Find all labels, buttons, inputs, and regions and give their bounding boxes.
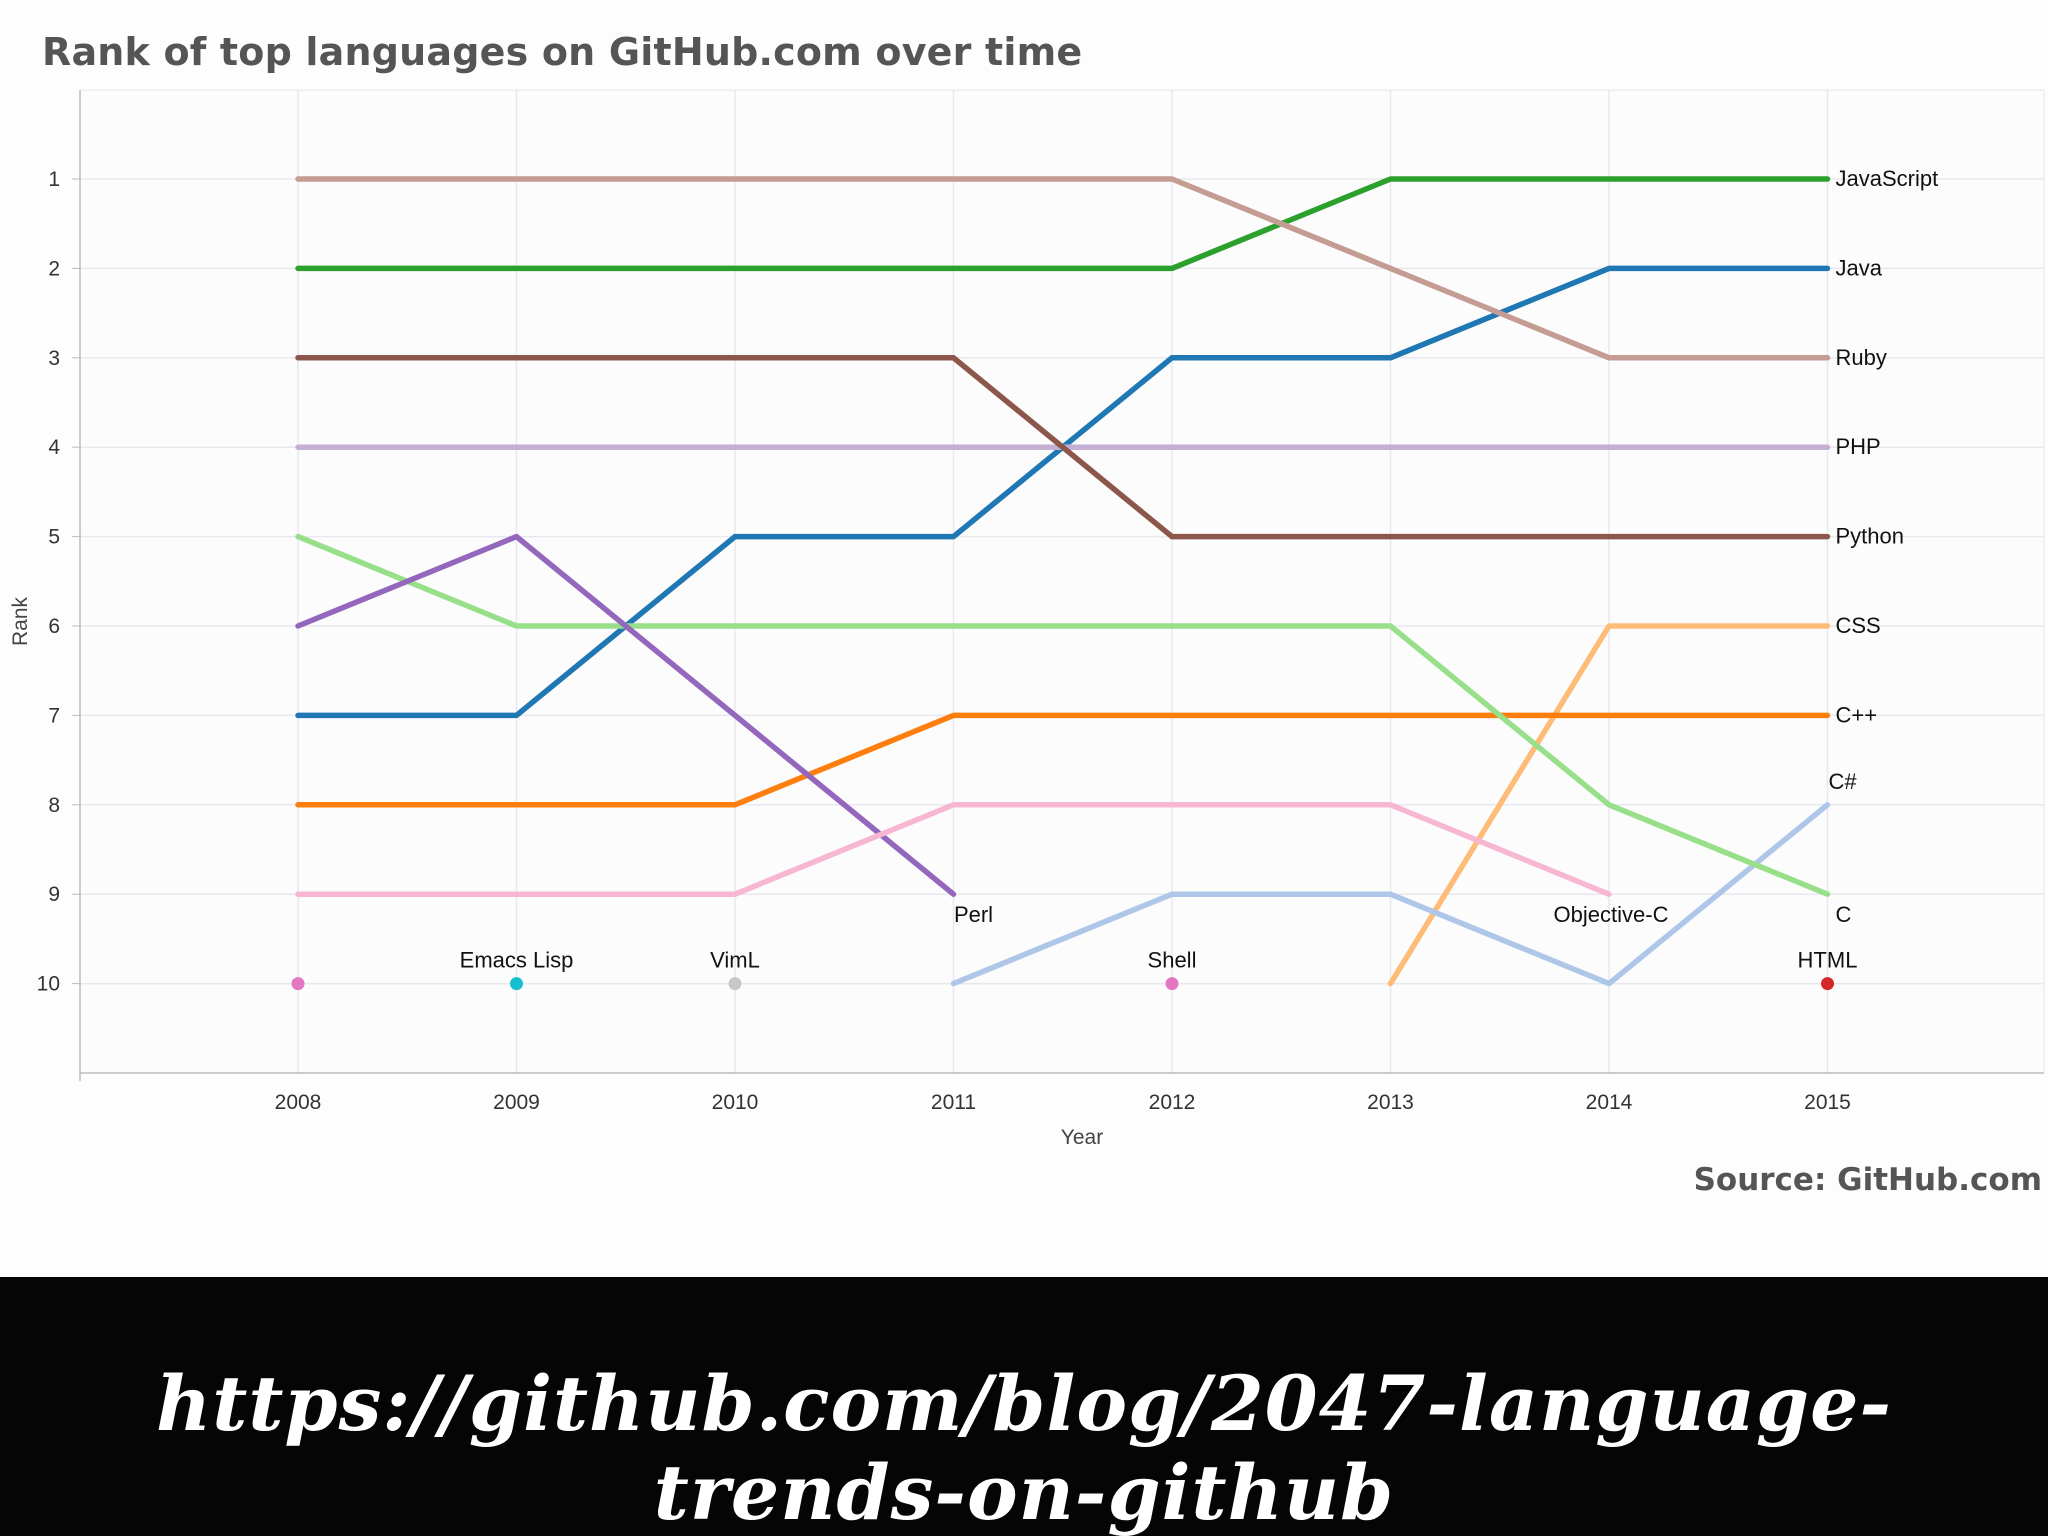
single-points	[291, 977, 1834, 991]
point-label-shell: Shell	[1148, 948, 1197, 973]
series-line-objective-c	[295, 802, 1612, 897]
y-tick-label: 8	[48, 794, 60, 817]
y-tick-label: 3	[48, 347, 60, 370]
series-line-javascript	[295, 176, 1831, 272]
series-label-java: Java	[1836, 255, 1883, 280]
point-label-emacs-lisp: Emacs Lisp	[460, 948, 574, 973]
series-line-perl	[295, 533, 957, 897]
point-viml	[728, 977, 742, 991]
axes: 1 2 3 4 5 6 7 8 9 10 2008 2009 2010 2011 2012 2013 2014 2…	[9, 90, 2044, 1149]
y-tick-label: 7	[48, 704, 60, 727]
grid	[79, 89, 2045, 1074]
series-label-css: CSS	[1836, 613, 1881, 638]
series-label-javascript: JavaScript	[1836, 166, 1939, 191]
series-line-c-	[950, 802, 1831, 987]
y-tick-label: 9	[48, 883, 60, 906]
series-label-php: PHP	[1836, 434, 1881, 459]
y-axis-title: Rank	[9, 596, 32, 646]
point-emacs-lisp	[510, 977, 523, 991]
chart-title: Rank of top languages on GitHub.com over…	[42, 30, 1083, 74]
line-chart: 1 2 3 4 5 6 7 8 9 10 2008 2009 2010 2011 2012 2013 2014 2…	[9, 89, 2045, 1149]
y-tick-label: 2	[48, 257, 60, 280]
series-label-c: C	[1836, 902, 1852, 927]
series-label-c-: C++	[1836, 702, 1878, 727]
point-shell	[1165, 977, 1179, 991]
series-line-c	[295, 533, 1831, 897]
x-tick-label: 2011	[931, 1091, 976, 1114]
x-tick-label: 2010	[712, 1091, 759, 1114]
point-html	[1821, 977, 1834, 991]
footer-url: https://github.com/blog/2047-language-tr…	[155, 1359, 1893, 1537]
series-line-css	[1387, 623, 1831, 987]
series-label-perl: Perl	[954, 902, 993, 927]
y-tick-label: 5	[48, 526, 60, 549]
chart-panel: Rank of top languages on GitHub.com over…	[9, 30, 2045, 1198]
point-label-html: HTML	[1798, 948, 1858, 973]
footer-banner: https://github.com/blog/2047-language-tr…	[0, 1277, 2048, 1537]
y-tick-label: 1	[48, 168, 60, 191]
x-tick-label: 2012	[1149, 1091, 1196, 1114]
series-line-python	[295, 355, 1831, 540]
series-line-c-	[295, 712, 1831, 808]
x-axis-title: Year	[1061, 1126, 1103, 1149]
source-note: Source: GitHub.com	[1693, 1162, 2042, 1198]
y-tick-label: 4	[48, 436, 60, 459]
series-label-c-: C#	[1828, 769, 1857, 794]
point-unlabeled	[291, 977, 305, 991]
y-tick-label: 6	[48, 615, 60, 638]
series-label-objective-c: Objective-C	[1554, 902, 1669, 927]
series-line-ruby	[295, 176, 1831, 361]
x-tick-label: 2014	[1586, 1091, 1633, 1114]
point-label-viml: VimL	[710, 948, 760, 973]
x-tick-label: 2009	[493, 1091, 540, 1114]
series-label-ruby: Ruby	[1836, 345, 1887, 370]
series-lines	[295, 176, 1831, 987]
plot-background	[79, 89, 2045, 1074]
series-labels: JavaScript Java Ruby PHP Python CSS C++ C# C Perl…	[460, 166, 1939, 973]
series-label-python: Python	[1836, 524, 1905, 549]
x-tick-label: 2015	[1804, 1091, 1851, 1114]
x-tick-label: 2013	[1367, 1091, 1414, 1114]
x-tick-label: 2008	[275, 1091, 322, 1114]
y-tick-label: 10	[37, 973, 60, 996]
